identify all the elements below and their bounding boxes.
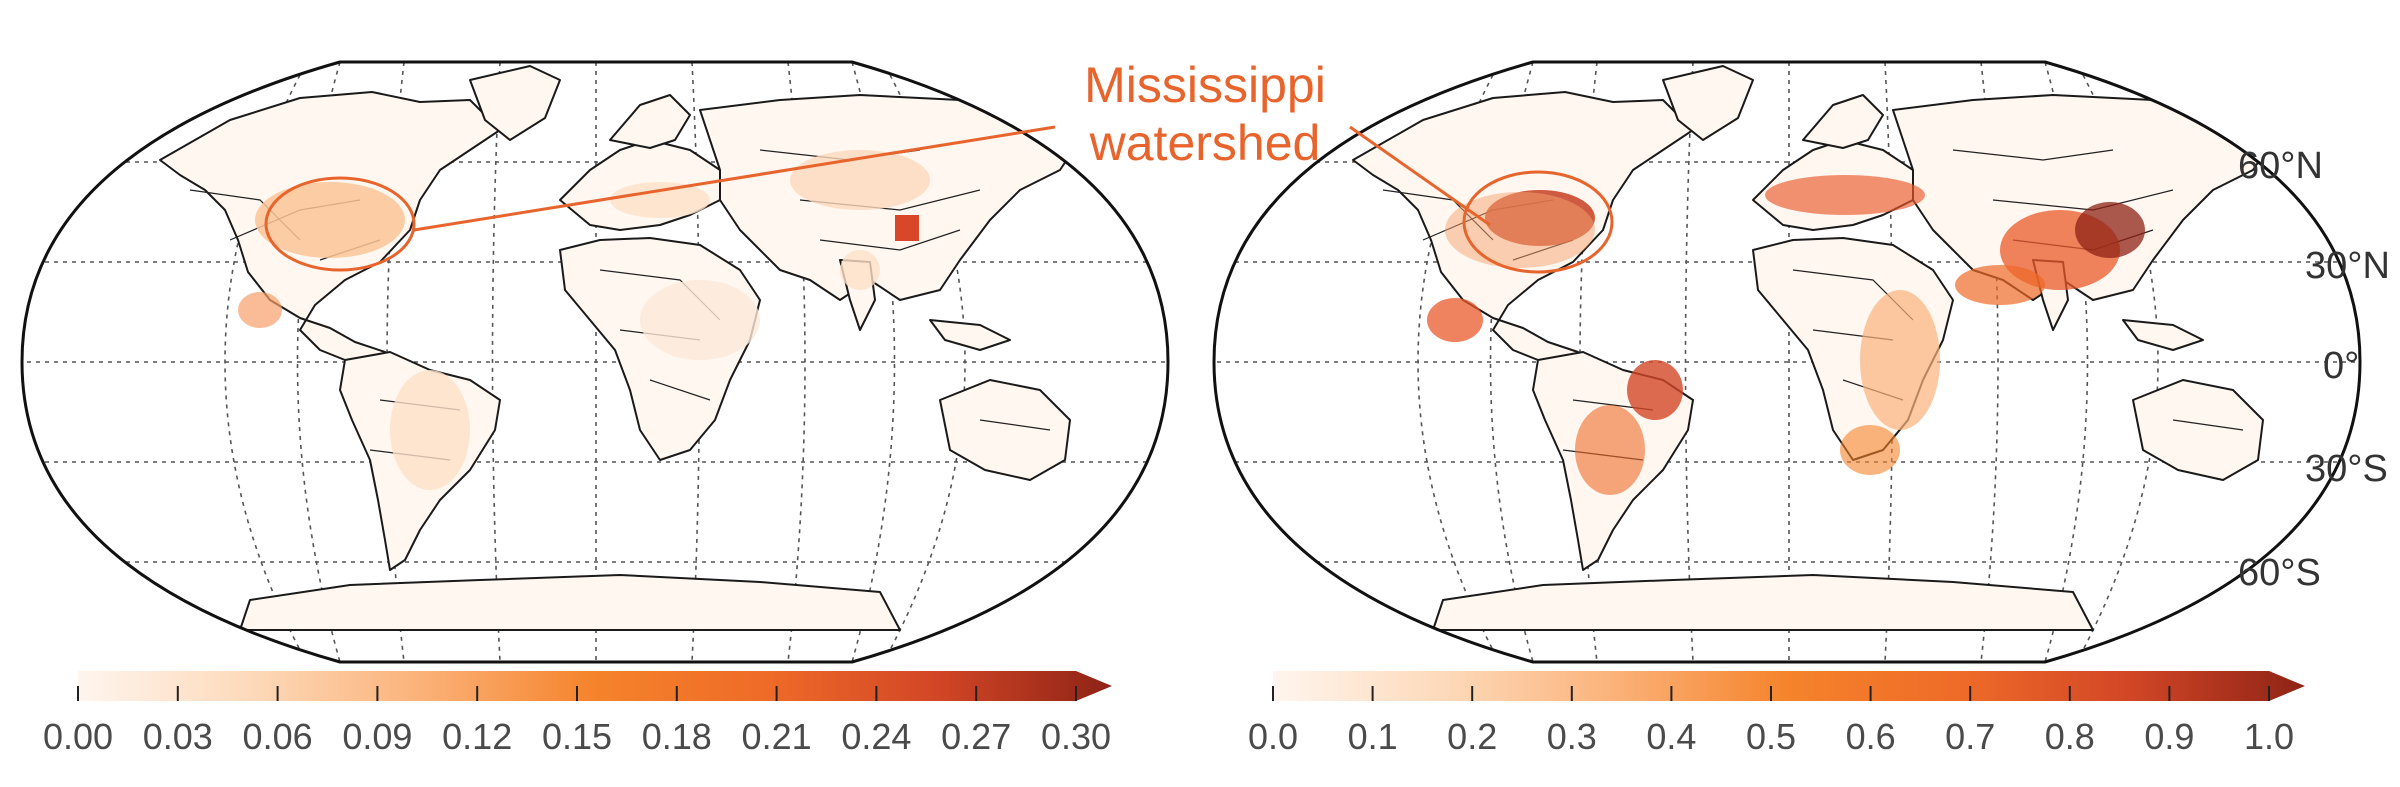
colorbar-right-tick-label-5: 0.5 [1746, 716, 1796, 757]
colorbar-left-tick-label-0: 0.00 [43, 716, 113, 757]
colorbar-left: 0.00 0.03 0.06 0.09 0.12 0.15 0.18 0.21 0.24 0.27… [43, 671, 1112, 757]
colorbar-right-tick-label-9: 0.9 [2144, 716, 2194, 757]
annotation-line-2: watershed [1089, 115, 1321, 171]
annotation-line-1: Mississippi [1084, 57, 1326, 113]
colorbar-left-tick-label-10: 0.30 [1041, 716, 1111, 757]
latitude-labels: 60°N 30°N 0° 30°S 60°S [2238, 145, 2390, 594]
colorbar-left-tick-label-1: 0.03 [143, 716, 213, 757]
colorbar-right-tick-label-7: 0.7 [1945, 716, 1995, 757]
colorbar-right-bar [1273, 671, 2305, 701]
mississippi-annotation: Mississippi watershed [413, 57, 1491, 232]
lat-label-30n: 30°N [2305, 245, 2390, 287]
colorbar-left-bar [78, 671, 1112, 701]
left-mississippi-highlight [264, 176, 416, 272]
colorbar-left-tick-label-7: 0.21 [742, 716, 812, 757]
lat-label-60n: 60°N [2238, 145, 2323, 187]
colorbar-left-tick-label-3: 0.09 [342, 716, 412, 757]
colorbar-right-tick-label-1: 0.1 [1348, 716, 1398, 757]
colorbar-right-tick-label-6: 0.6 [1846, 716, 1896, 757]
colorbar-right-tick-label-3: 0.3 [1547, 716, 1597, 757]
colorbar-left-tick-label-9: 0.27 [941, 716, 1011, 757]
lat-label-60s: 60°S [2238, 552, 2321, 594]
colorbar-left-tick-label-6: 0.18 [642, 716, 712, 757]
right-data-fills [1427, 175, 2145, 495]
colorbar-right-tick-label-2: 0.2 [1447, 716, 1497, 757]
lat-label-0: 0° [2323, 345, 2359, 387]
right-mississippi-highlight [1462, 170, 1614, 274]
colorbar-right-tick-label-0: 0.0 [1248, 716, 1298, 757]
right-map [1212, 60, 2362, 664]
annotation-leader-left [413, 125, 1056, 232]
colorbar-left-tick-label-2: 0.06 [243, 716, 313, 757]
left-map [20, 60, 1170, 664]
colorbar-right: 0.0 0.1 0.2 0.3 0.4 0.5 0.6 0.7 0.8 0.9 1.0 [1248, 671, 2305, 757]
lat-label-30s: 30°S [2305, 448, 2388, 490]
colorbar-right-tick-label-8: 0.8 [2045, 716, 2095, 757]
colorbar-left-tick-label-4: 0.12 [442, 716, 512, 757]
colorbar-right-tick-label-10: 1.0 [2244, 716, 2294, 757]
colorbar-left-tick-label-8: 0.24 [841, 716, 911, 757]
colorbar-left-tick-label-5: 0.15 [542, 716, 612, 757]
colorbar-right-tick-label-4: 0.4 [1646, 716, 1696, 757]
annotation-leader-right [1349, 125, 1491, 227]
